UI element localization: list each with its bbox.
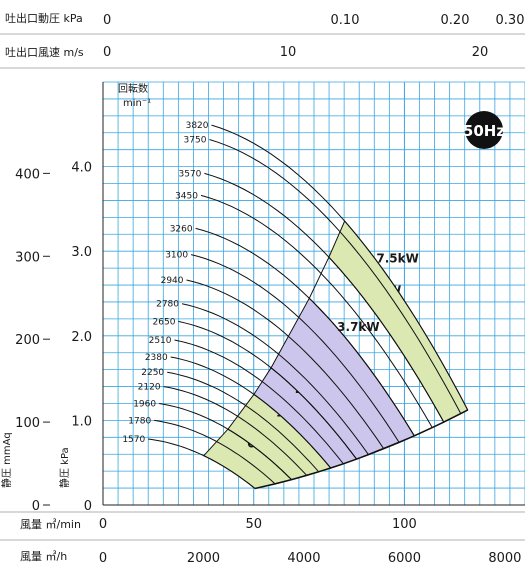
speed-curve-label: 2380	[145, 353, 168, 363]
airflow-min-tick: 0	[99, 517, 107, 532]
speed-curve-label: 2510	[149, 336, 172, 346]
airflow-min-tick: 100	[392, 517, 417, 532]
velocity-tick: 20	[472, 45, 489, 60]
speed-curve-label: 1570	[122, 435, 145, 445]
speed-curve	[148, 438, 256, 489]
speed-curve	[163, 386, 308, 476]
static-pressure-kpa-tick: 0	[84, 499, 92, 514]
speed-curve	[190, 254, 400, 443]
static-pressure-mmaq-label: 静圧 mmAq	[0, 432, 13, 488]
dynamic-pressure-tick: 0.20	[441, 13, 470, 28]
chart-labels: 回転数 min⁻¹ 50Hz	[118, 82, 505, 149]
speed-curve	[195, 227, 415, 437]
airflow-hour-tick: 8000	[488, 551, 521, 566]
speed-curve-label: 2940	[161, 276, 184, 286]
static-pressure-kpa-tick: 1.0	[71, 414, 92, 429]
bottom-axes: 風量 ㎥/min 風量 ㎥/h 0 50 100 0 2000 4000 6000 8000	[0, 511, 525, 566]
speed-curve	[154, 419, 276, 485]
speed-curve-label: 2120	[138, 383, 161, 393]
motor-power-bands: 0.75kW1.5kW2.2kW3.7kW5.5kW7.5kW	[202, 220, 469, 490]
static-pressure-kpa-label: 静圧 kPa	[58, 447, 71, 488]
airflow-hour-tick: 6000	[388, 551, 421, 566]
speed-curve	[174, 339, 344, 465]
velocity-tick: 10	[280, 45, 297, 60]
static-pressure-mmaq-tick: 300	[15, 250, 40, 265]
top-axes: 吐出口動圧 kPa 吐出口風速 m/s 0 0.10 0.20 0.30 0 10 20	[0, 11, 525, 69]
speed-curve-label: 3820	[186, 121, 209, 131]
speed-curve-label: 2650	[153, 317, 176, 327]
speed-curve	[170, 356, 332, 469]
static-pressure-mmaq-tick: 200	[15, 333, 40, 348]
speed-curve	[211, 124, 469, 411]
motor-band-label: 7.5kW	[376, 252, 418, 266]
static-pressure-kpa-tick: 3.0	[71, 245, 92, 260]
speed-label-title: 回転数	[118, 82, 148, 95]
airflow-hour-axis-label: 風量 ㎥/h	[20, 550, 67, 563]
static-pressure-mmaq-tick: 400	[15, 167, 40, 182]
speed-curves: 1570 1780 1960 2120 2250 2380 2510 2650 2780 2940…	[122, 121, 469, 490]
motor-band-label: 3.7kW	[337, 320, 379, 334]
speed-curve-label: 1960	[133, 399, 156, 409]
speed-curve-label: 1780	[128, 416, 151, 426]
dynamic-pressure-tick: 0.30	[496, 13, 525, 28]
speed-curve	[181, 303, 369, 455]
speed-curve	[186, 279, 385, 449]
speed-curve	[167, 371, 320, 473]
speed-curve	[159, 403, 292, 480]
speed-curve-label: 3260	[170, 224, 193, 234]
dynamic-pressure-tick: 0.10	[331, 13, 360, 28]
frequency-badge: 50Hz	[463, 111, 505, 149]
airflow-hour-tick: 2000	[187, 551, 220, 566]
airflow-hour-tick: 4000	[287, 551, 320, 566]
airflow-min-tick: 50	[245, 517, 262, 532]
speed-curve-label: 3570	[178, 169, 201, 179]
speed-curve-label: 3450	[175, 191, 198, 201]
speed-curve	[200, 194, 433, 428]
operating-limit-curve	[254, 409, 469, 490]
frequency-badge-text: 50Hz	[463, 122, 505, 140]
speed-label-unit: min⁻¹	[123, 98, 151, 109]
velocity-axis-label: 吐出口風速 m/s	[5, 45, 84, 59]
static-pressure-kpa-tick: 2.0	[71, 330, 92, 345]
airflow-hour-tick: 0	[99, 551, 107, 566]
speed-curve	[204, 172, 445, 423]
dynamic-pressure-axis-label: 吐出口動圧 kPa	[5, 11, 83, 25]
airflow-min-axis-label: 風量 ㎥/min	[20, 518, 81, 531]
static-pressure-mmaq-tick: 0	[32, 499, 40, 514]
speed-curve-label: 2250	[141, 368, 164, 378]
speed-curve	[209, 139, 462, 414]
dynamic-pressure-tick: 0	[103, 13, 111, 28]
speed-curve-label: 3100	[165, 251, 188, 261]
speed-curve	[178, 320, 357, 460]
static-pressure-mmaq-tick: 100	[15, 416, 40, 431]
static-pressure-kpa-tick: 4.0	[71, 161, 92, 176]
speed-curve-label: 2780	[156, 300, 179, 310]
left-axes: 静圧 mmAq 静圧 kPa 0 1.0 2.0 3.0 4.0 0 100 200 300 40…	[0, 161, 92, 514]
speed-curve-label: 3750	[184, 136, 207, 146]
velocity-tick: 0	[103, 45, 111, 60]
